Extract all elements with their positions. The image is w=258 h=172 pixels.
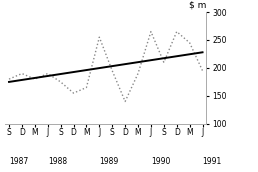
Text: 1991: 1991	[203, 157, 222, 166]
Text: 1990: 1990	[151, 157, 170, 166]
Text: 1989: 1989	[99, 157, 119, 166]
Text: 1987: 1987	[9, 157, 28, 166]
Text: 1988: 1988	[48, 157, 67, 166]
Text: $ m: $ m	[189, 1, 206, 10]
